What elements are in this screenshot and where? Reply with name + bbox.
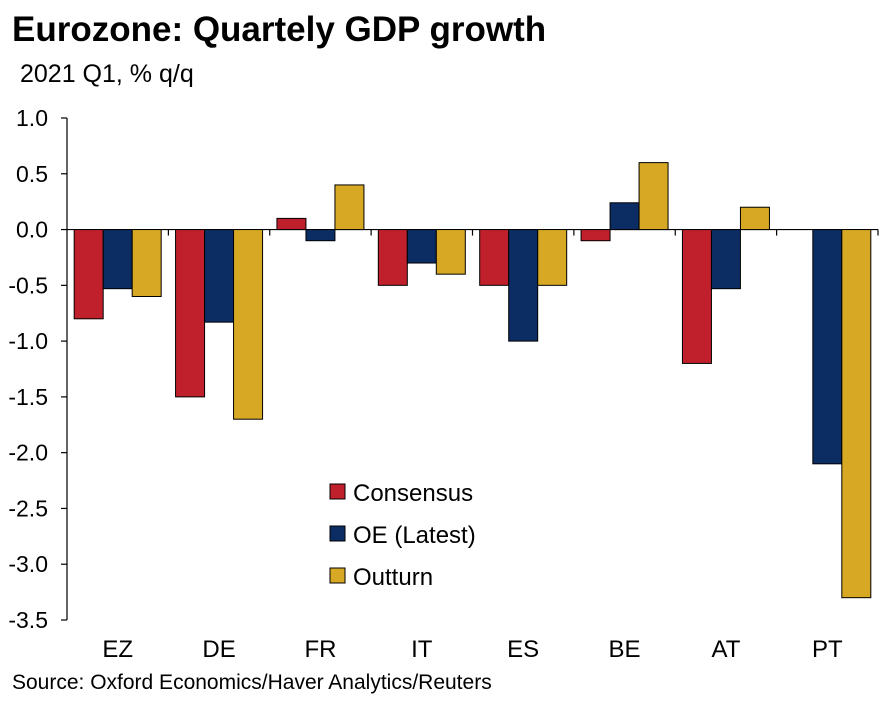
- chart-source: Source: Oxford Economics/Haver Analytics…: [12, 671, 492, 694]
- bar-de-1: [175, 229, 206, 398]
- y-tick-label: 0.0: [16, 217, 48, 243]
- y-tick-label: -1.5: [8, 384, 48, 410]
- y-tick-label: -2.0: [8, 440, 48, 466]
- legend-label: Outturn: [353, 564, 433, 591]
- y-tick-label: -0.5: [8, 272, 48, 298]
- x-tick-label: IT: [411, 636, 433, 663]
- x-tick-label: FR: [304, 636, 336, 663]
- x-tick-label: PT: [812, 636, 843, 663]
- bar-ez-3: [131, 229, 162, 297]
- bar-be-3: [638, 162, 669, 231]
- x-tick-label: DE: [202, 636, 235, 663]
- bar-fr-1: [276, 217, 307, 231]
- legend-label: Consensus: [353, 480, 473, 507]
- bar-fr-2: [305, 229, 336, 242]
- legend-swatch: [329, 567, 346, 584]
- bar-at-3: [739, 206, 770, 231]
- y-tick-label: -1.0: [8, 328, 48, 354]
- legend-swatch: [329, 525, 346, 542]
- bar-pt-2: [812, 229, 843, 465]
- x-tick-label: EZ: [102, 636, 133, 663]
- bar-ez-2: [102, 229, 133, 290]
- y-tick-label: -3.5: [8, 607, 48, 633]
- bar-de-2: [204, 229, 235, 323]
- bar-it-1: [377, 229, 408, 286]
- y-tick-label: 0.5: [16, 161, 48, 187]
- bar-be-2: [609, 202, 640, 231]
- y-tick-label: 1.0: [16, 105, 48, 131]
- bar-it-2: [406, 229, 437, 264]
- chart-title: Eurozone: Quartely GDP growth: [12, 10, 547, 49]
- bar-de-3: [233, 229, 264, 420]
- chart-subtitle: 2021 Q1, % q/q: [20, 60, 194, 88]
- bar-be-1: [580, 229, 611, 242]
- bar-at-2: [710, 229, 741, 290]
- bar-es-3: [537, 229, 568, 286]
- bar-fr-3: [334, 184, 365, 231]
- x-tick-label: BE: [609, 636, 641, 663]
- y-tick-label: -2.5: [8, 495, 48, 521]
- legend-swatch: [329, 483, 346, 500]
- bar-it-3: [435, 229, 466, 275]
- bar-es-2: [508, 229, 539, 342]
- legend-label: OE (Latest): [353, 522, 476, 549]
- y-tick-label: -3.0: [8, 551, 48, 577]
- bar-pt-3: [841, 229, 872, 599]
- x-tick-label: AT: [711, 636, 740, 663]
- bar-at-1: [681, 229, 712, 364]
- x-tick-label: ES: [507, 636, 539, 663]
- bar-ez-1: [73, 229, 104, 320]
- bar-es-1: [479, 229, 510, 286]
